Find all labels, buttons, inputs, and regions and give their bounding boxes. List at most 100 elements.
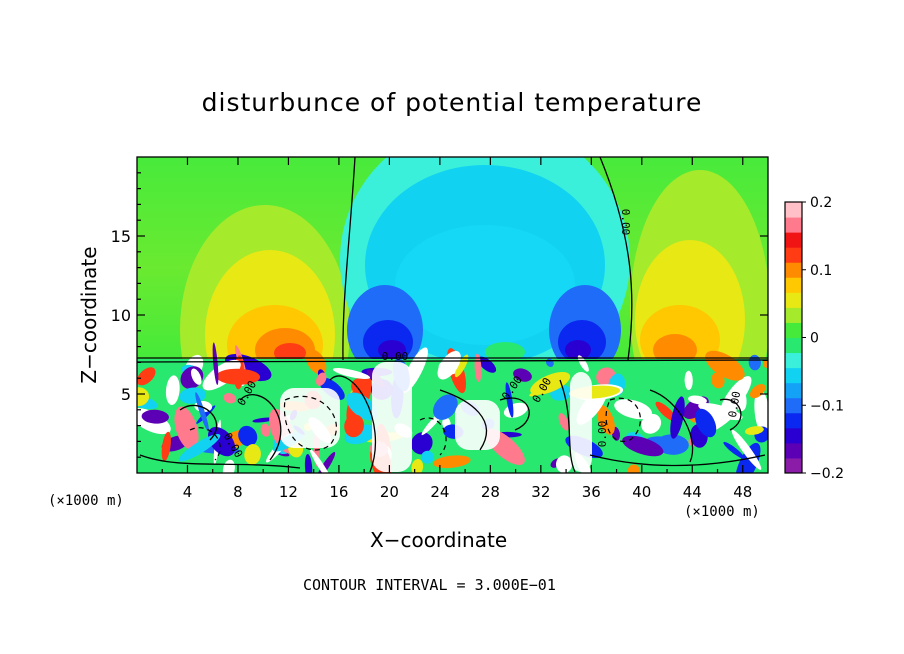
turbulence-patch	[346, 392, 378, 421]
colorbar-swatch	[785, 352, 802, 369]
turbulence-patch	[555, 455, 573, 473]
turbulence-patch	[688, 395, 707, 405]
turbulence-patch	[319, 377, 345, 400]
colorbar-swatch	[785, 367, 802, 384]
y-axis-ticks: 5 10 15	[111, 172, 768, 458]
x-unit-label-right: (×1000 m)	[684, 504, 760, 520]
turbulence-patch	[735, 442, 761, 473]
contour-label: 0.00	[382, 350, 409, 363]
heatmap-field	[137, 157, 768, 473]
turbulence-patch	[212, 342, 219, 386]
turbulence-patch	[433, 394, 458, 420]
cool-dome-inner	[395, 225, 575, 345]
colorbar-swatch	[785, 382, 802, 399]
turbulence-patch	[655, 401, 677, 422]
turbulence-patch	[137, 367, 156, 386]
x-tick-label: 44	[683, 483, 702, 501]
turbulence-patch	[344, 414, 364, 438]
turbulence-patch	[513, 368, 532, 382]
colorbar-swatch	[785, 232, 802, 248]
turbulence-patch	[315, 372, 327, 386]
turbulence-patch	[698, 402, 743, 421]
turbulence-patch	[304, 454, 313, 473]
turbulence-patch	[421, 450, 434, 464]
colorbar-swatch	[785, 292, 802, 308]
contour-lines	[137, 157, 768, 473]
contour-label: 0.00	[619, 209, 632, 236]
colorbar-swatch	[785, 247, 802, 263]
turbulence-patch	[749, 383, 766, 399]
cool-core-right-3	[565, 340, 591, 360]
turbulence-patch	[577, 355, 589, 372]
x-tick-label: 16	[329, 483, 348, 501]
x-unit-label-left: (×1000 m)	[48, 493, 124, 509]
turbulence-column	[280, 388, 340, 448]
colorbar-tick-label: 0.2	[810, 195, 832, 211]
contour-label: 0.00	[726, 390, 743, 418]
colorbar-swatch	[785, 337, 802, 354]
colorbar-swatch	[785, 457, 802, 474]
colorbar-ticks: 0.2 0.1 0 −0.1 −0.2	[802, 195, 844, 482]
colorbar-swatch	[785, 427, 802, 444]
colorbar-swatch	[785, 322, 802, 338]
turbulence-patch	[174, 406, 199, 451]
turbulence-column	[570, 372, 592, 472]
turbulence-patch	[410, 432, 433, 455]
colorbar-swatch	[785, 442, 802, 459]
turbulence-patch	[530, 372, 571, 395]
colorbar-swatch	[785, 412, 802, 429]
turbulence-patch	[744, 426, 764, 435]
turbulence-patch	[684, 370, 693, 390]
turbulence-patch	[216, 368, 261, 385]
turbulence-patch	[454, 354, 469, 378]
colorbar-tick-label: 0	[810, 331, 819, 347]
y-axis-label: Z−coordinate	[77, 246, 101, 384]
turbulence-patch	[614, 399, 652, 420]
x-tick-label: 48	[733, 483, 752, 501]
x-tick-label: 32	[531, 483, 550, 501]
colorbar-tick-label: 0.1	[810, 263, 832, 279]
turbulence-patch	[558, 413, 570, 431]
turbulence-patch	[432, 455, 471, 469]
turbulence-patch	[627, 464, 641, 473]
x-axis-ticks: 4 8 12 16 20 24 28 32 36 40 44 48	[161, 157, 752, 501]
colorbar	[785, 202, 802, 474]
turbulence-patch	[252, 417, 275, 423]
colorbar-swatch	[785, 217, 802, 233]
turbulence-patch	[332, 367, 371, 380]
turbulence-patch	[622, 435, 664, 457]
x-tick-label: 8	[233, 483, 243, 501]
turbulence-patch	[641, 413, 662, 434]
turbulence-patch	[723, 441, 745, 459]
colorbar-swatch	[785, 397, 802, 414]
contour-lines-dashed	[189, 395, 641, 461]
turbulence-patch	[161, 431, 171, 462]
turbulence-patch	[763, 359, 768, 369]
turbulence-patch	[178, 433, 221, 462]
y-tick-label: 10	[111, 306, 131, 325]
turbulence-patches	[137, 342, 768, 473]
colorbar-swatch	[785, 277, 802, 293]
colorbar-swatch	[785, 307, 802, 323]
colorbar-swatch	[785, 202, 802, 218]
x-tick-label: 20	[380, 483, 399, 501]
colorbar-swatch	[785, 262, 802, 278]
central-bump	[485, 342, 525, 362]
turbulence-patch	[191, 368, 202, 385]
y-tick-label: 5	[121, 385, 131, 404]
contour-label: 0.00	[596, 421, 609, 448]
turbulence-patch	[195, 392, 209, 432]
contour-interval-note: CONTOUR INTERVAL = 3.000E−01	[303, 576, 556, 594]
turbulence-patch	[309, 449, 333, 473]
x-tick-label: 12	[279, 483, 298, 501]
turbulence-patch	[711, 372, 725, 389]
x-tick-label: 40	[632, 483, 651, 501]
turbulence-patch	[137, 387, 150, 407]
y-tick-label: 15	[111, 227, 131, 246]
x-axis-label: X−coordinate	[370, 528, 508, 552]
turbulence-patch	[223, 393, 237, 404]
x-tick-label: 4	[183, 483, 193, 501]
turbulence-patch	[165, 375, 180, 406]
turbulence-patch	[731, 429, 762, 470]
